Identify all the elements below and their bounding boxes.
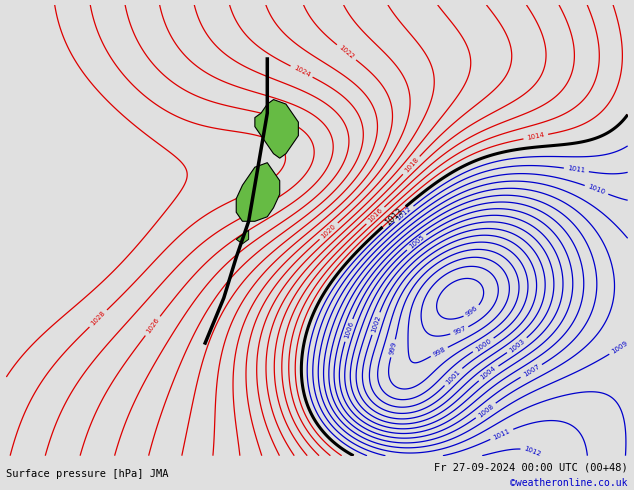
Text: 1024: 1024 [292,65,311,78]
Text: ©weatheronline.co.uk: ©weatheronline.co.uk [510,478,628,488]
Text: 1012: 1012 [523,445,542,458]
Text: 1004: 1004 [479,366,497,381]
Text: 997: 997 [452,325,467,336]
Text: 1009: 1009 [611,340,629,355]
Text: 1006: 1006 [343,321,354,340]
Text: 1007: 1007 [522,364,541,378]
Polygon shape [236,163,280,221]
Text: 1016: 1016 [367,207,384,224]
Text: 1011: 1011 [492,428,511,441]
Polygon shape [255,99,299,158]
Text: 1000: 1000 [474,338,493,353]
Text: 1001: 1001 [445,368,462,385]
Text: 1026: 1026 [145,317,160,335]
Text: 1018: 1018 [403,157,420,174]
Text: 1005: 1005 [408,234,425,250]
Text: 999: 999 [389,341,398,356]
Text: 1012: 1012 [396,206,413,222]
Text: 1020: 1020 [320,223,337,240]
Text: Surface pressure [hPa] JMA: Surface pressure [hPa] JMA [6,469,169,479]
Polygon shape [236,230,249,244]
Text: 1013: 1013 [384,206,405,227]
Text: 1028: 1028 [90,310,107,327]
Text: 1003: 1003 [508,338,526,353]
Text: Fr 27-09-2024 00:00 UTC (00+48): Fr 27-09-2024 00:00 UTC (00+48) [434,463,628,473]
Text: 1022: 1022 [338,45,355,60]
Text: 998: 998 [432,346,446,358]
Text: 1010: 1010 [587,184,606,196]
Text: 1011: 1011 [567,166,586,174]
Text: 996: 996 [465,305,479,318]
Text: 1014: 1014 [526,132,545,141]
Text: 1008: 1008 [477,403,495,418]
Text: 1002: 1002 [370,314,382,333]
